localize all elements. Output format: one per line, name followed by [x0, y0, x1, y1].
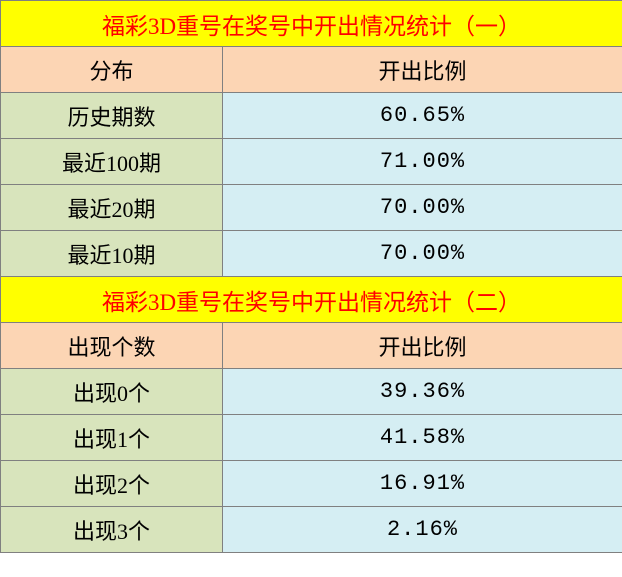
- row-value: 60.65%: [223, 93, 622, 139]
- section2-header-right: 开出比例: [223, 323, 622, 369]
- row-value: 41.58%: [223, 415, 622, 461]
- table-row: 出现1个 41.58%: [1, 415, 622, 461]
- table-row: 出现3个 2.16%: [1, 507, 622, 553]
- table-row: 出现0个 39.36%: [1, 369, 622, 415]
- table-row: 最近100期 71.00%: [1, 139, 622, 185]
- row-value: 70.00%: [223, 185, 622, 231]
- table-row: 历史期数 60.65%: [1, 93, 622, 139]
- section2-header-row: 出现个数 开出比例: [1, 323, 622, 369]
- row-label: 最近100期: [1, 139, 223, 185]
- section1-title-row: 福彩3D重号在奖号中开出情况统计（一）: [1, 1, 622, 47]
- table-body: 福彩3D重号在奖号中开出情况统计（一） 分布 开出比例 历史期数 60.65% …: [1, 1, 622, 553]
- table-row: 最近20期 70.00%: [1, 185, 622, 231]
- row-value: 2.16%: [223, 507, 622, 553]
- section2-title: 福彩3D重号在奖号中开出情况统计（二）: [1, 277, 622, 323]
- table-row: 出现2个 16.91%: [1, 461, 622, 507]
- stats-table: 福彩3D重号在奖号中开出情况统计（一） 分布 开出比例 历史期数 60.65% …: [0, 0, 622, 553]
- row-label: 历史期数: [1, 93, 223, 139]
- section1-title: 福彩3D重号在奖号中开出情况统计（一）: [1, 1, 622, 47]
- row-label: 出现0个: [1, 369, 223, 415]
- row-value: 71.00%: [223, 139, 622, 185]
- section2-title-row: 福彩3D重号在奖号中开出情况统计（二）: [1, 277, 622, 323]
- row-value: 39.36%: [223, 369, 622, 415]
- section1-header-left: 分布: [1, 47, 223, 93]
- row-label: 出现1个: [1, 415, 223, 461]
- row-label: 最近10期: [1, 231, 223, 277]
- row-value: 70.00%: [223, 231, 622, 277]
- row-label: 出现3个: [1, 507, 223, 553]
- row-label: 出现2个: [1, 461, 223, 507]
- row-label: 最近20期: [1, 185, 223, 231]
- row-value: 16.91%: [223, 461, 622, 507]
- section2-header-left: 出现个数: [1, 323, 223, 369]
- section1-header-row: 分布 开出比例: [1, 47, 622, 93]
- section1-header-right: 开出比例: [223, 47, 622, 93]
- table-row: 最近10期 70.00%: [1, 231, 622, 277]
